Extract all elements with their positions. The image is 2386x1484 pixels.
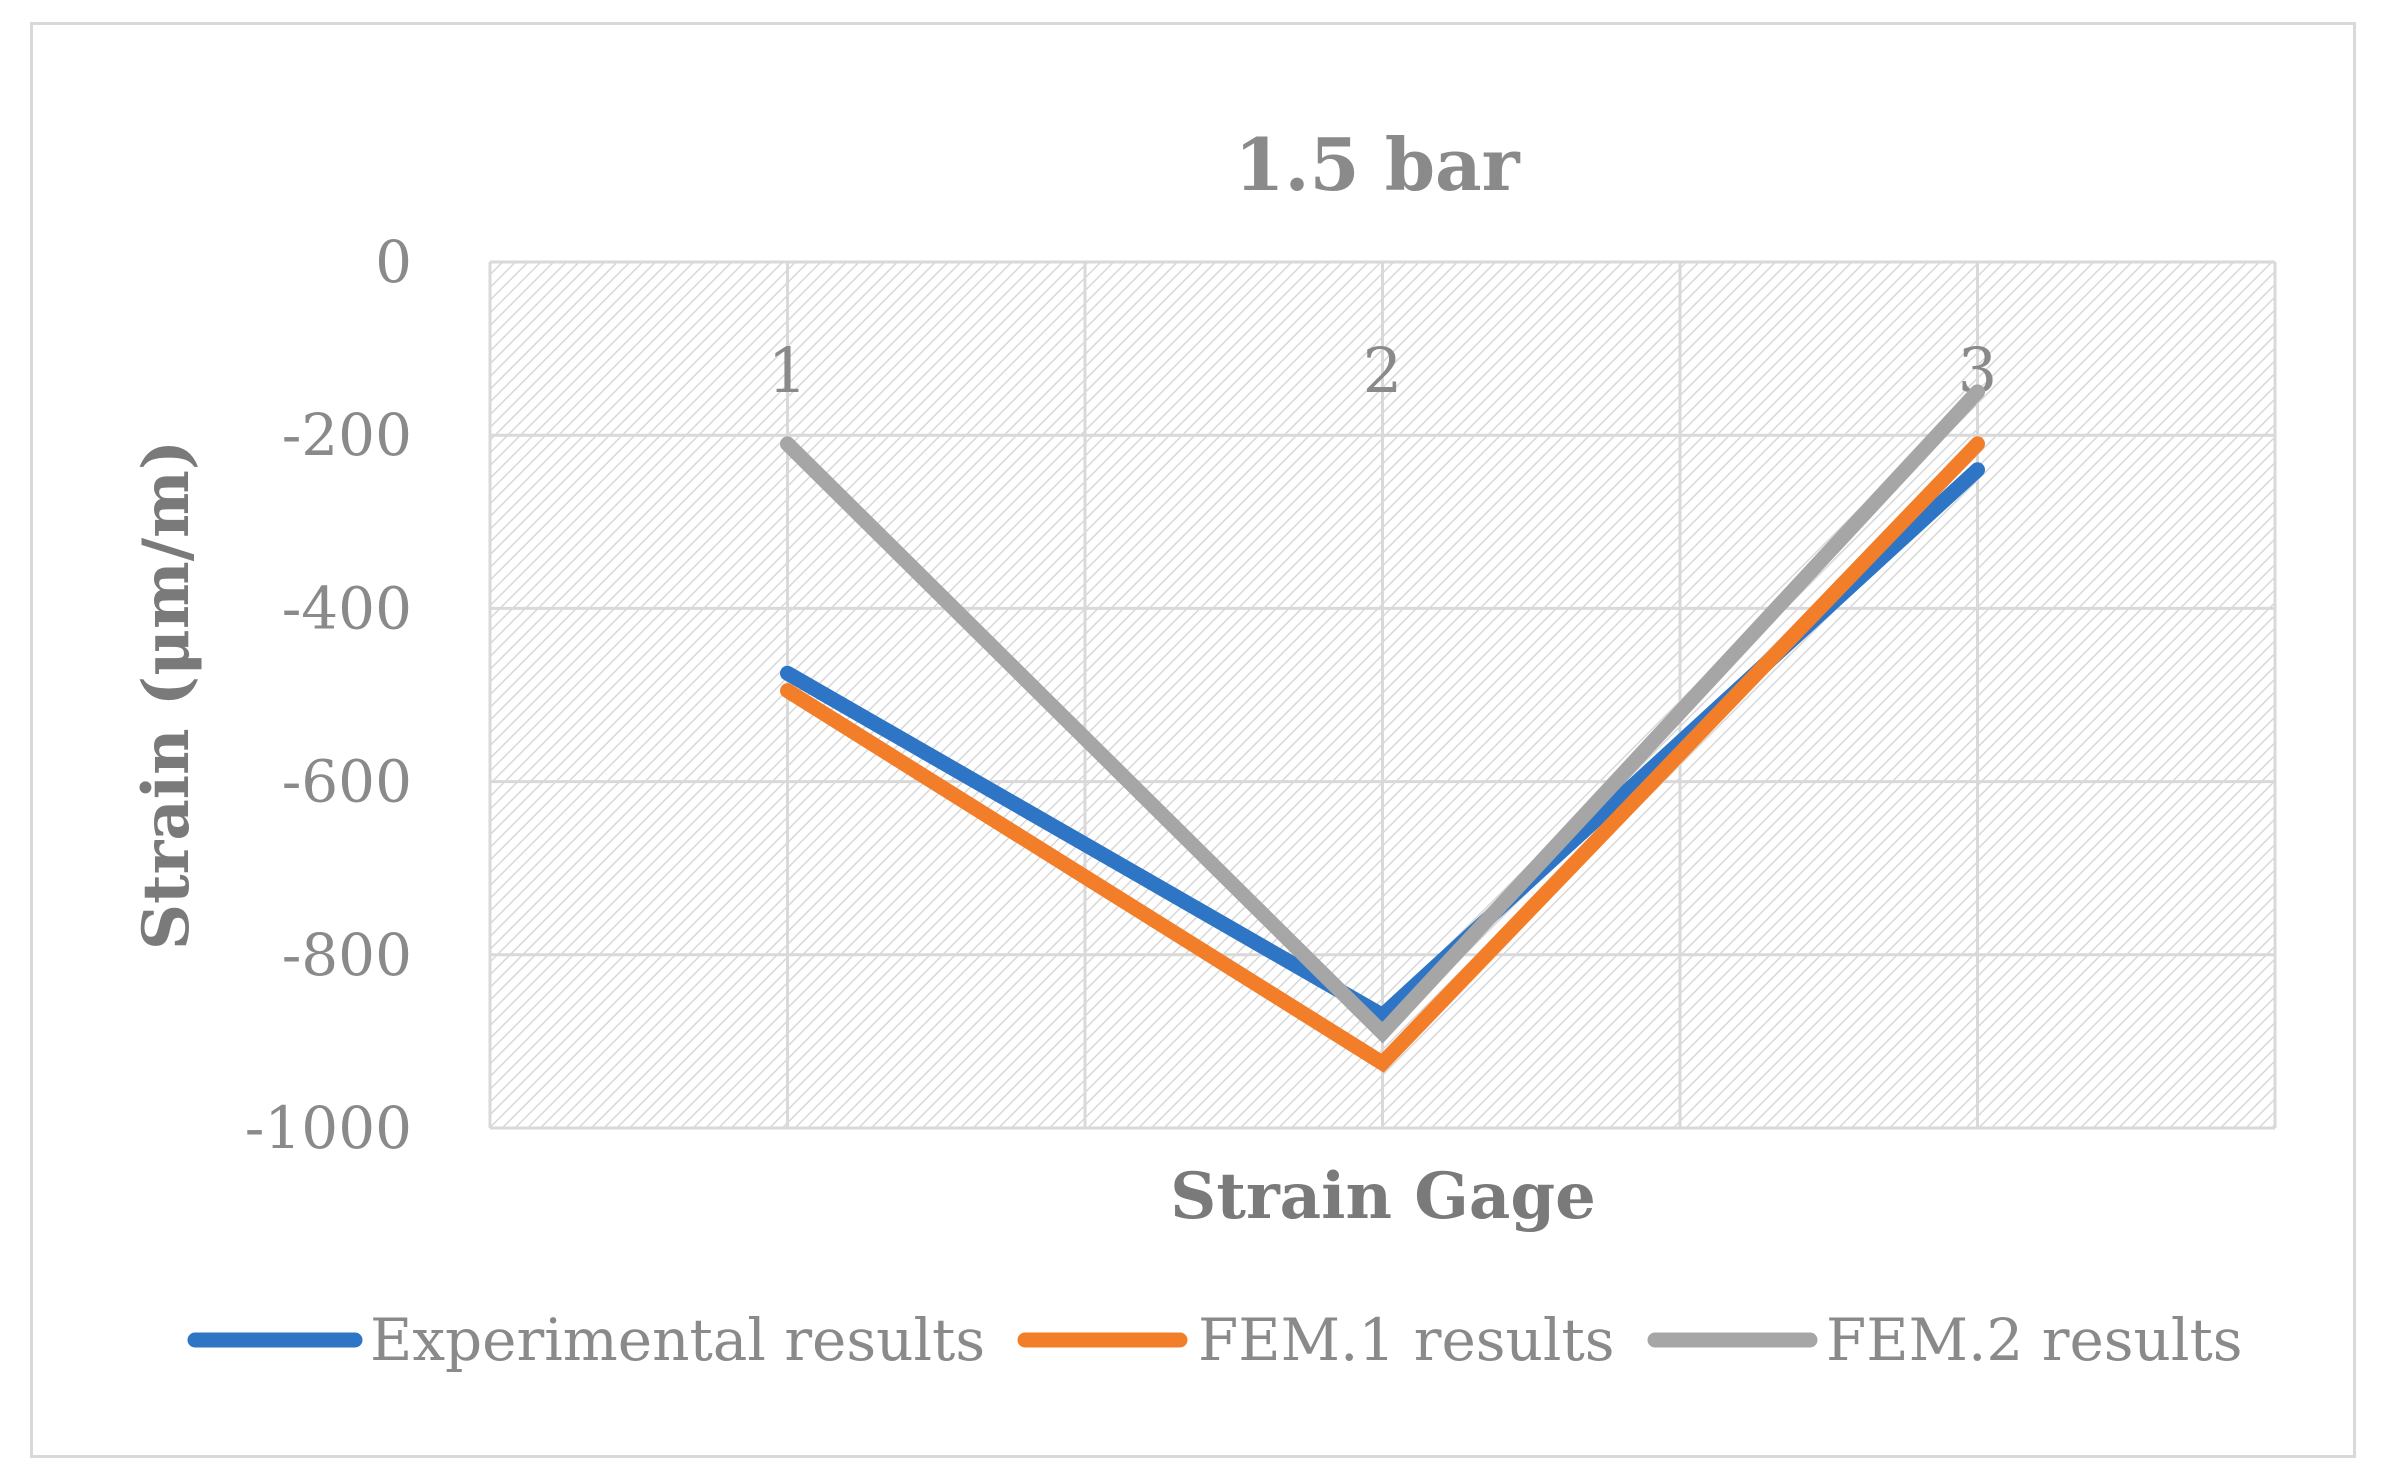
data-point: [1382, 1062, 1383, 1064]
data-point: [787, 443, 788, 445]
x-axis-label: Strain Gage: [1170, 1159, 1596, 1234]
y-tick-label: 0: [375, 228, 412, 296]
legend-label-2: FEM.1 results: [1198, 1306, 1615, 1374]
legend: Experimental results FEM.1 results FEM.2 r…: [187, 1306, 2243, 1374]
gridlines: [488, 260, 2277, 1130]
data-point: [1977, 469, 1978, 471]
legend-label-3: FEM.2 results: [1826, 1306, 2243, 1374]
y-tick-label: -200: [282, 401, 412, 469]
data-point: [787, 690, 788, 692]
data-point: [1977, 391, 1978, 393]
y-tick-label: -800: [282, 921, 412, 989]
y-tick-label: -400: [282, 574, 412, 642]
legend-label-1: Experimental results: [370, 1306, 985, 1374]
x-tick-label: 1: [768, 334, 807, 407]
series-lines: [780, 384, 1985, 1073]
y-axis-label: Strain (μm/m): [129, 440, 204, 950]
data-point: [787, 672, 788, 674]
data-point: [1977, 443, 1978, 445]
y-axis-ticks: 0 -200 -400 -600 -800 -1000: [245, 228, 412, 1162]
y-tick-label: -1000: [245, 1094, 412, 1162]
data-point: [1382, 1014, 1383, 1016]
data-point: [1382, 1032, 1383, 1034]
y-tick-label: -600: [282, 748, 412, 816]
chart-title: 1.5 bar: [1234, 122, 1520, 207]
x-tick-label: 2: [1363, 334, 1402, 407]
